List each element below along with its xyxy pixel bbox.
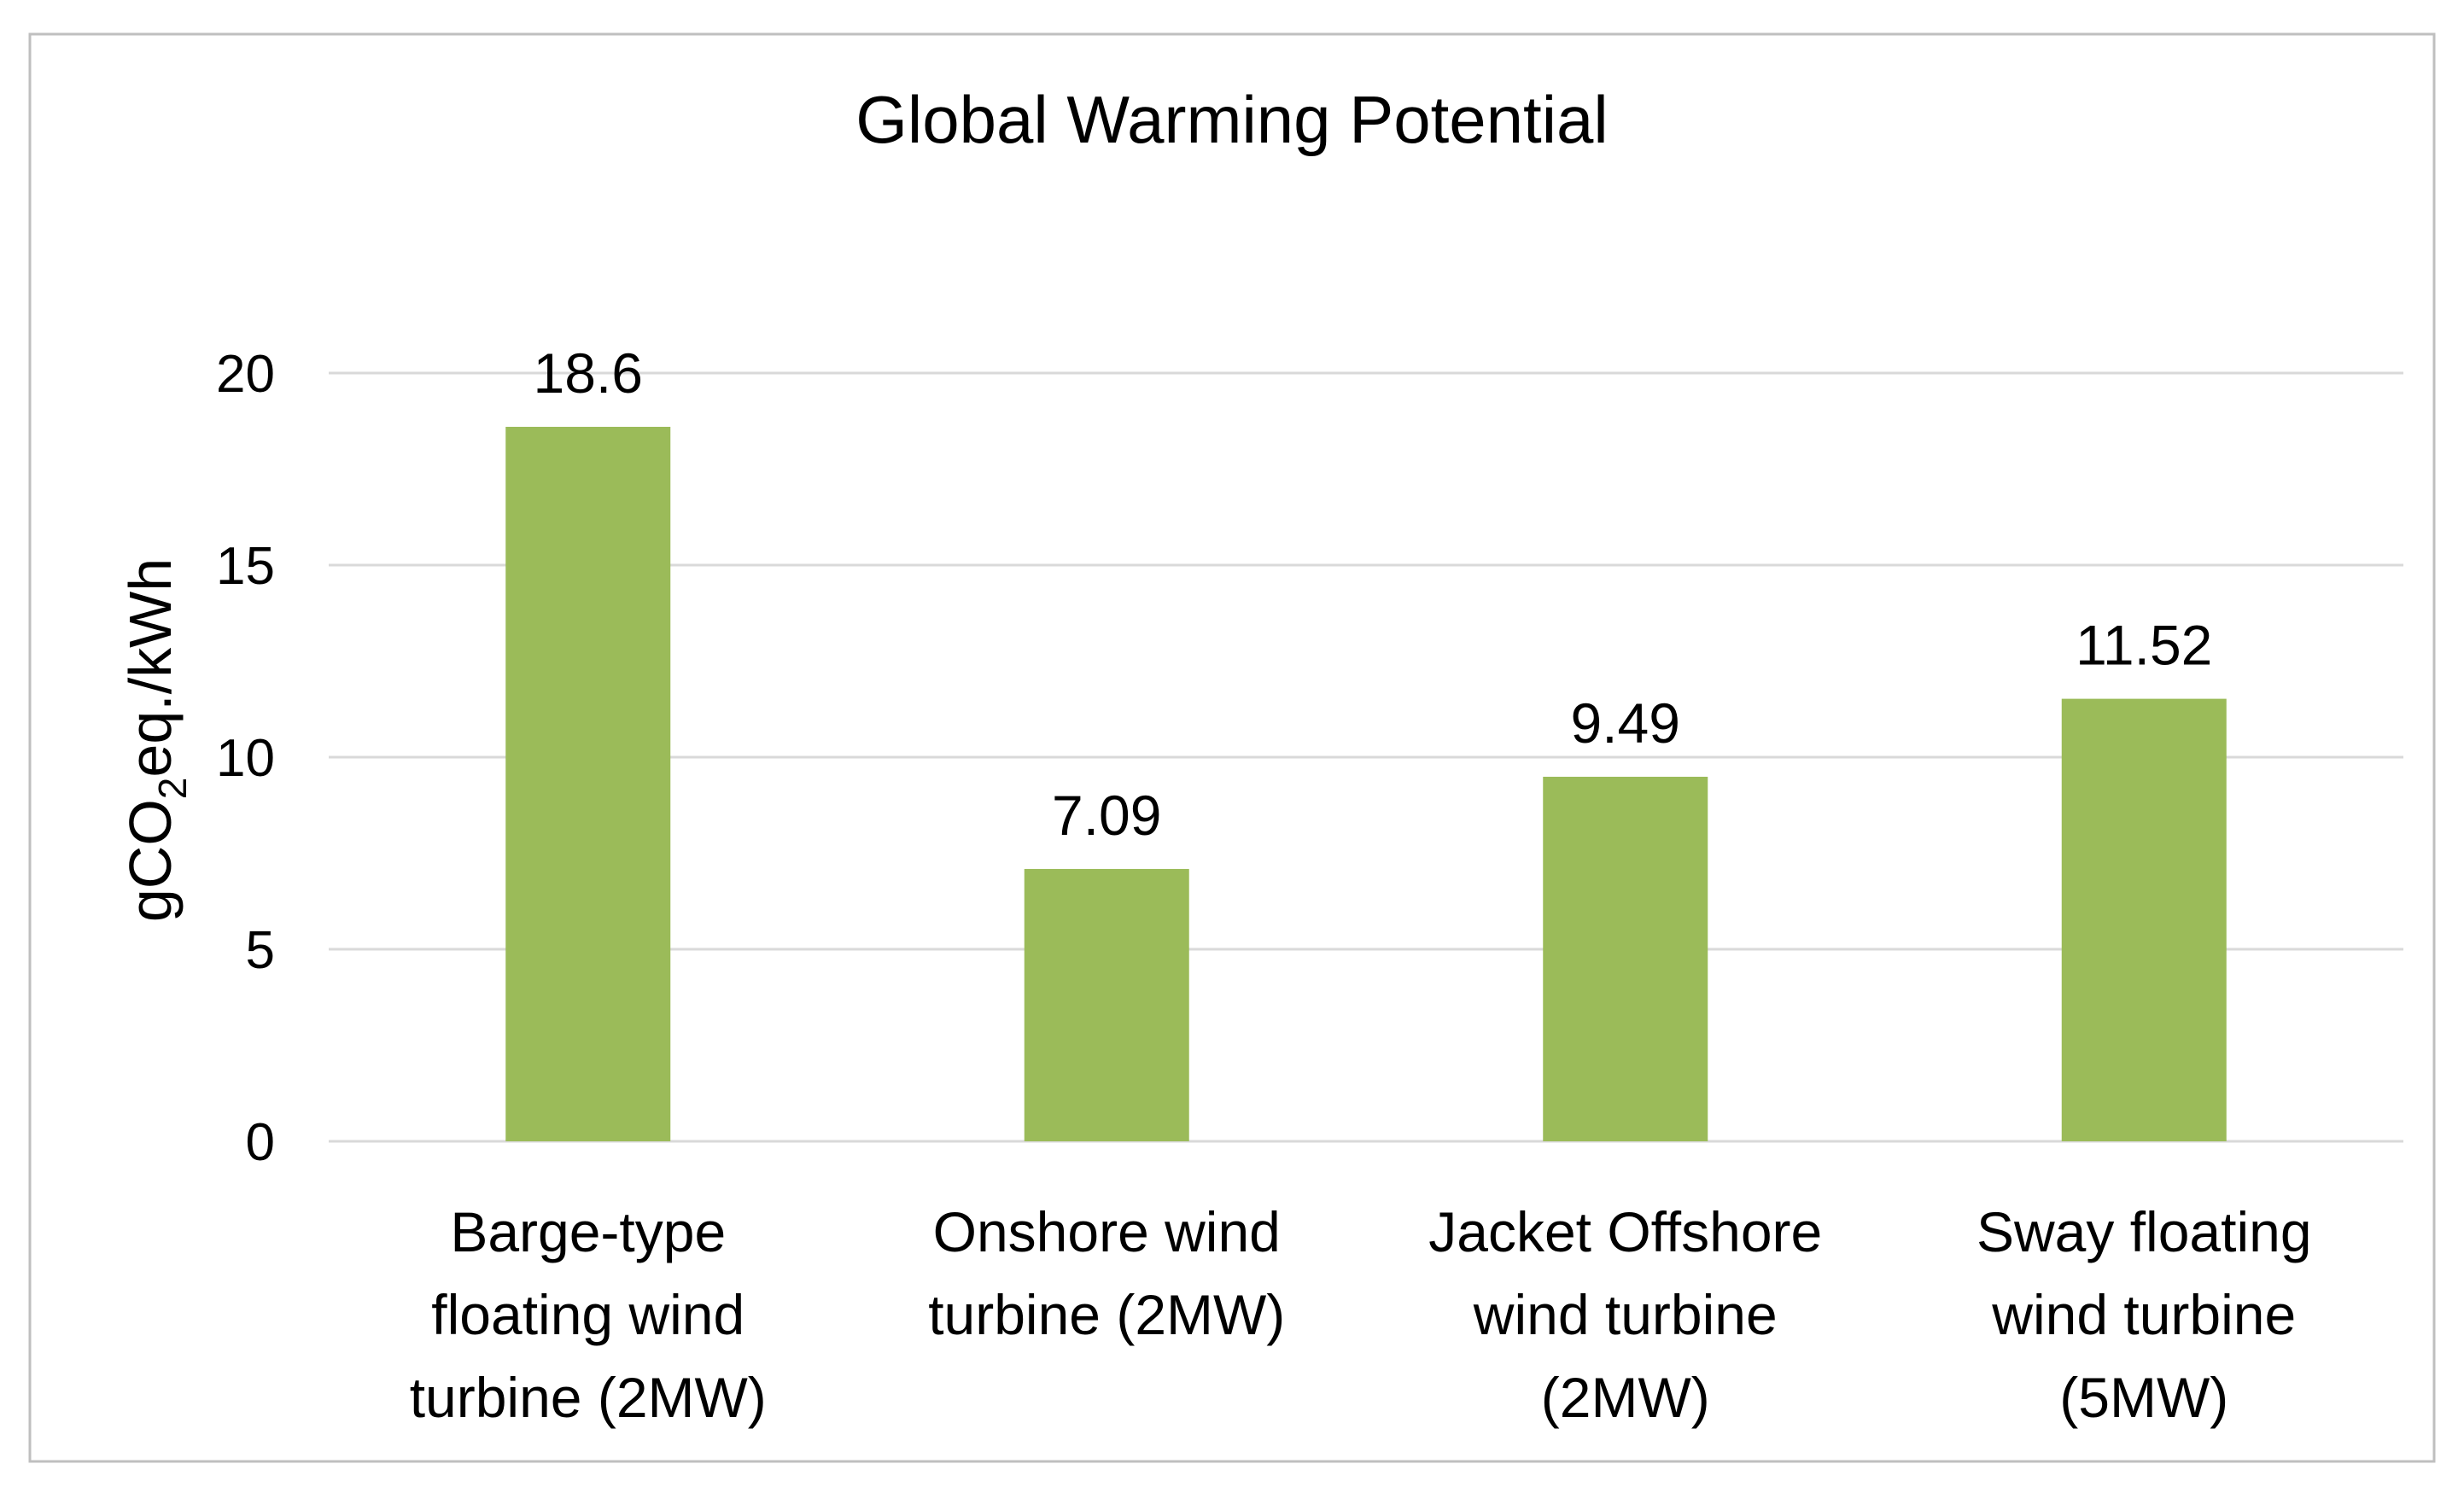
x-tick-label-line: Barge-type xyxy=(450,1200,726,1263)
y-tick-label: 5 xyxy=(246,921,275,980)
x-tick-label-line: Jacket Offshore xyxy=(1428,1200,1822,1263)
bars xyxy=(505,427,2227,1141)
x-tick-label-line: floating wind xyxy=(431,1283,744,1346)
y-axis-ticks: 0 5 10 15 20 xyxy=(216,345,275,1172)
bar xyxy=(1024,868,1189,1141)
y-tick-label: 0 xyxy=(246,1113,275,1172)
x-tick-label-line: (5MW) xyxy=(2059,1366,2228,1429)
gridlines xyxy=(329,371,2403,1143)
y-axis-label: gCO2eq./kWh xyxy=(117,558,195,922)
y-axis-label-prefix: gCO xyxy=(117,799,184,922)
data-label: 11.52 xyxy=(2076,614,2212,677)
y-tick-label: 10 xyxy=(216,729,275,788)
data-labels: 18.6 7.09 9.49 11.52 xyxy=(534,341,2213,847)
chart-title: Global Warming Potential xyxy=(855,82,1609,157)
bar xyxy=(1543,776,1708,1141)
y-axis-title: gCO2eq./kWh xyxy=(117,558,195,922)
data-label: 7.09 xyxy=(1052,784,1161,847)
x-tick-label: Onshore wind turbine (2MW) xyxy=(928,1200,1285,1346)
x-tick-label-line: wind turbine xyxy=(1473,1283,1778,1346)
x-tick-label-line: Sway floating xyxy=(1976,1200,2312,1263)
bar xyxy=(2061,698,2227,1141)
y-tick-label: 15 xyxy=(216,537,275,596)
bar xyxy=(505,427,671,1141)
x-tick-label-line: Onshore wind xyxy=(933,1200,1281,1263)
data-label: 18.6 xyxy=(534,341,643,405)
data-label: 9.49 xyxy=(1571,691,1680,755)
x-tick-label-line: turbine (2MW) xyxy=(928,1283,1285,1346)
x-tick-label-line: wind turbine xyxy=(1991,1283,2296,1346)
chart-border xyxy=(28,32,2436,1463)
x-tick-label: Jacket Offshore wind turbine (2MW) xyxy=(1428,1200,1822,1429)
y-axis-label-subscript: 2 xyxy=(150,778,195,800)
y-tick-label: 20 xyxy=(216,345,275,404)
y-axis-label-suffix: eq./kWh xyxy=(117,558,184,778)
x-tick-label: Sway floating wind turbine (5MW) xyxy=(1976,1200,2312,1429)
x-tick-label-line: (2MW) xyxy=(1541,1366,1710,1429)
x-tick-label: Barge-type floating wind turbine (2MW) xyxy=(410,1200,767,1429)
x-axis-labels: Barge-type floating wind turbine (2MW)Onsh… xyxy=(410,1200,2312,1429)
x-tick-label-line: turbine (2MW) xyxy=(410,1366,767,1429)
